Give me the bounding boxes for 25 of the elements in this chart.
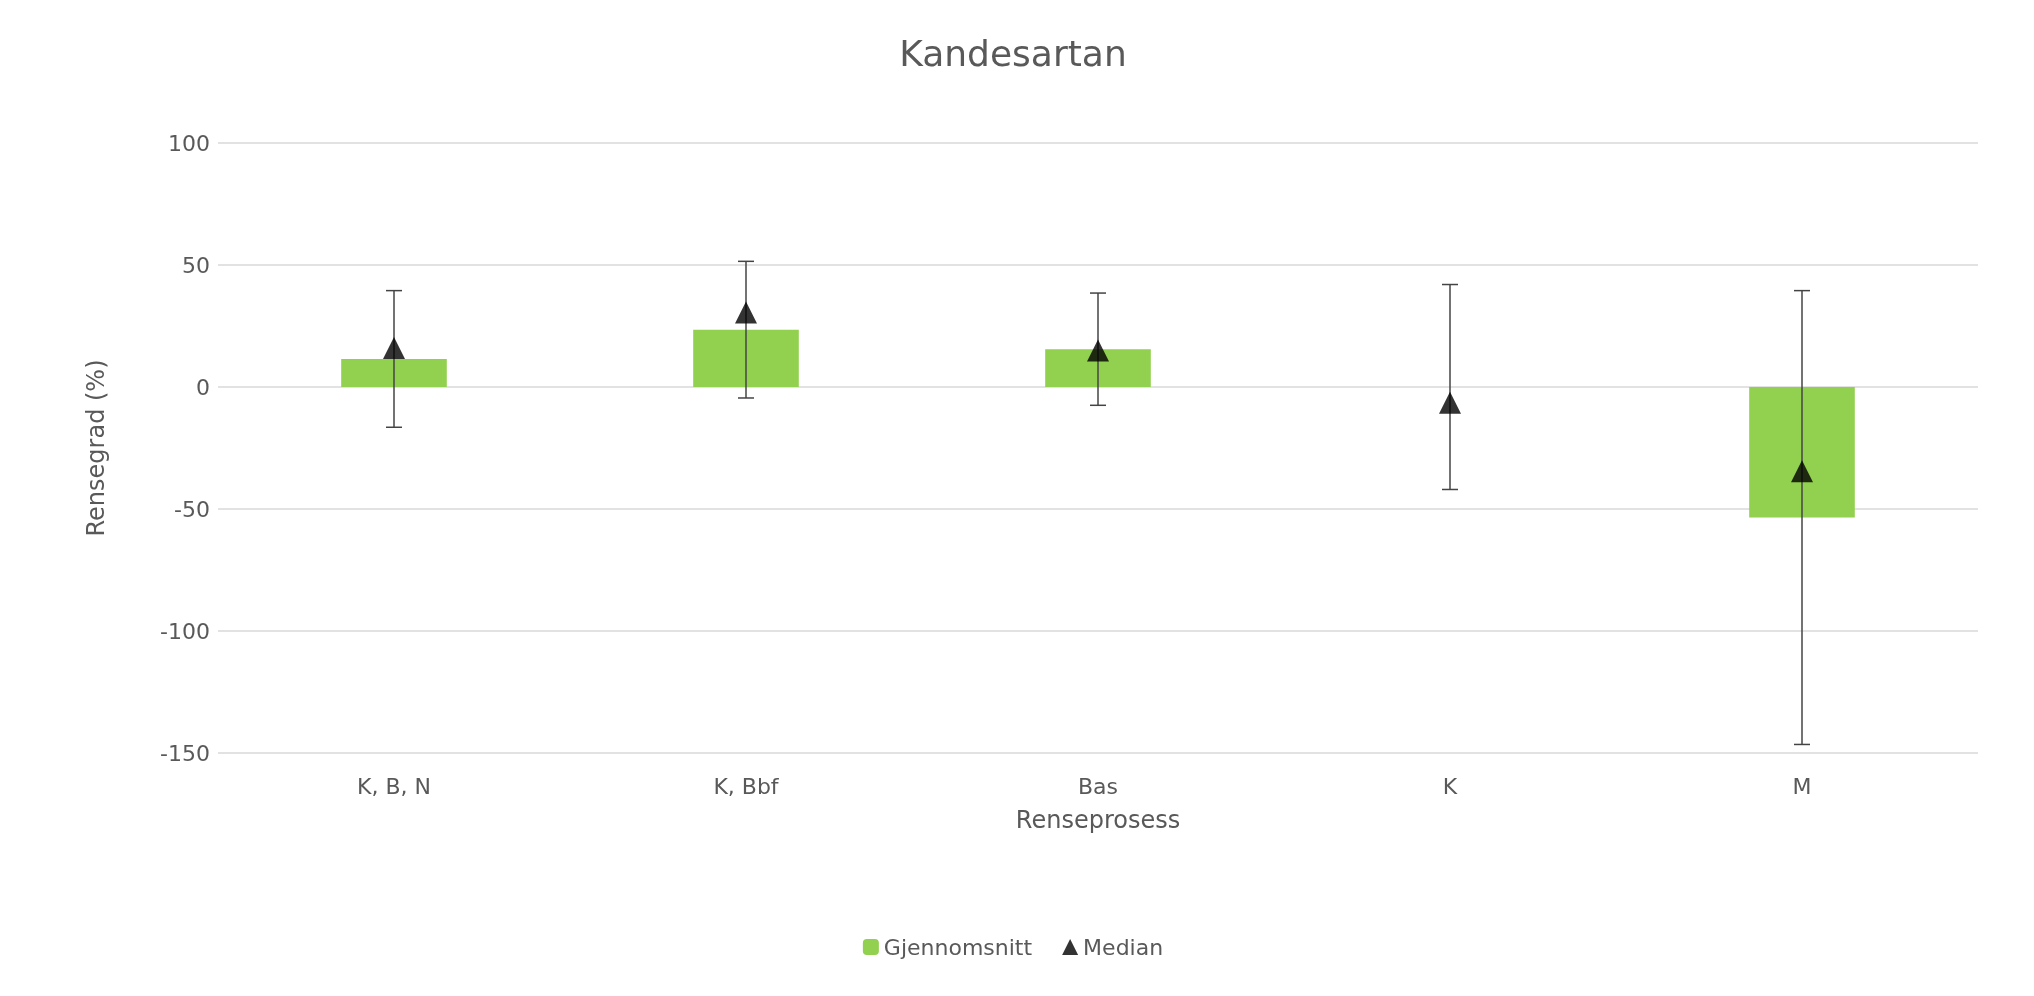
x-tick-label: K bbox=[1442, 773, 1458, 799]
x-tick-label: K, B, N bbox=[357, 773, 431, 799]
legend-label: Gjennomsnitt bbox=[883, 934, 1033, 960]
x-tick-label: M bbox=[1792, 773, 1812, 799]
x-axis-title: Renseprosess bbox=[1015, 806, 1181, 834]
y-tick-label: -100 bbox=[160, 618, 210, 644]
x-tick-label: Bas bbox=[1077, 773, 1119, 799]
point bbox=[1791, 460, 1813, 483]
point bbox=[735, 301, 757, 324]
bar bbox=[1749, 387, 1855, 518]
y-tick-label: 100 bbox=[168, 130, 210, 156]
point bbox=[1087, 339, 1109, 362]
point bbox=[1439, 391, 1461, 414]
y-axis-title: Rensegrad (%) bbox=[82, 359, 110, 537]
y-tick-label: 50 bbox=[182, 252, 210, 278]
x-tick-label: K, Bbf bbox=[713, 773, 780, 799]
legend-label: Median bbox=[1083, 934, 1164, 960]
y-tick-label: 0 bbox=[196, 374, 210, 400]
bar bbox=[693, 329, 799, 387]
bar bbox=[1045, 349, 1151, 387]
bar bbox=[341, 358, 447, 387]
point bbox=[383, 336, 405, 359]
y-tick-label: -150 bbox=[160, 740, 210, 766]
y-tick-label: -50 bbox=[174, 496, 210, 522]
chart-title: Kandesartan bbox=[899, 32, 1127, 74]
